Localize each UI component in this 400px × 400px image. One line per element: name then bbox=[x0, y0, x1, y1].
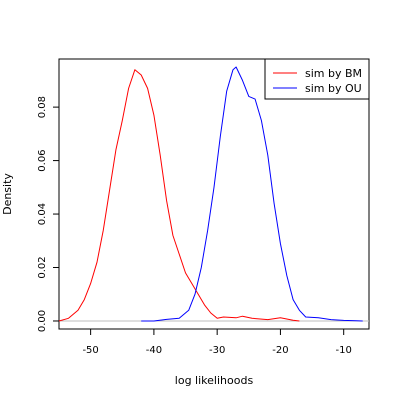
y-tick-label: 0.02 bbox=[37, 256, 48, 278]
legend-label: sim by OU bbox=[305, 82, 362, 95]
y-axis: 0.00 0.02 0.04 0.06 0.08 bbox=[37, 96, 59, 332]
x-tick-label: -50 bbox=[82, 345, 98, 356]
legend: sim by BM sim by OU bbox=[264, 58, 370, 100]
legend-box bbox=[264, 58, 370, 100]
legend-label: sim by BM bbox=[305, 67, 362, 80]
y-axis-title: Density bbox=[1, 173, 14, 215]
series-line-ou bbox=[141, 66, 363, 322]
y-tick-label: 0.06 bbox=[37, 149, 48, 171]
x-tick-label: -30 bbox=[209, 345, 225, 356]
y-tick-label: 0.04 bbox=[37, 203, 48, 225]
y-tick-label: 0.08 bbox=[37, 96, 48, 118]
y-tick-label: 0.00 bbox=[37, 310, 48, 332]
x-tick-label: -10 bbox=[336, 345, 352, 356]
x-axis-title: log likelihoods bbox=[175, 374, 254, 387]
series-line-bm bbox=[58, 69, 300, 322]
series-group bbox=[58, 66, 369, 322]
plot-frame bbox=[58, 58, 370, 330]
x-axis: -50 -40 -30 -20 -10 bbox=[82, 329, 352, 356]
x-tick-label: -20 bbox=[272, 345, 288, 356]
x-tick-label: -40 bbox=[146, 345, 162, 356]
